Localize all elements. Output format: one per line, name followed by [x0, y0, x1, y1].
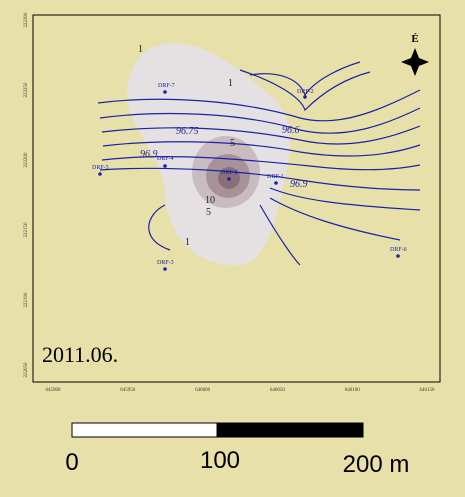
well-label: DRF-8 [221, 170, 238, 176]
contour-label: 1 [228, 78, 233, 89]
contour-label: 96.9 [140, 149, 158, 160]
y-tick-label: 222250 [24, 82, 29, 98]
contour-label: 10 [205, 195, 215, 206]
well-label: DRF-7 [158, 83, 175, 89]
x-tick-label: 646150 [420, 388, 436, 393]
contour-label: 1 [138, 44, 143, 55]
north-label: É [411, 33, 418, 45]
y-tick-label: 222050 [24, 362, 29, 378]
y-tick-label: 222150 [24, 222, 29, 238]
well-label: DRF-5 [92, 165, 109, 171]
scale-label: 0 [65, 449, 78, 476]
scale-bar-white [71, 422, 218, 438]
contour-label: 96.75 [176, 126, 199, 137]
well-label: DRF-4 [157, 156, 174, 162]
y-tick-label: 222200 [24, 152, 29, 168]
wells [98, 90, 400, 271]
x-tick-label: 645900 [46, 388, 62, 393]
contour-label: 5 [206, 207, 211, 218]
scale-bar-black [216, 422, 364, 438]
x-tick-label: 646050 [270, 388, 286, 393]
contour-label: 5 [230, 138, 235, 149]
well-label: DRF-1 [267, 174, 284, 180]
scale-label: 100 [200, 447, 240, 474]
x-tick-label: 645950 [120, 388, 136, 393]
contour-label: 96.6 [282, 125, 300, 136]
y-tick-label: 222300 [24, 12, 29, 28]
scale-label: 200 m [343, 451, 410, 478]
y-tick-label: 222100 [24, 292, 29, 308]
x-tick-label: 646000 [195, 388, 211, 393]
contours [97, 61, 421, 266]
contour-label: 1 [185, 237, 190, 248]
contour-label: 96.9 [290, 179, 308, 190]
x-tick-label: 646100 [345, 388, 361, 393]
north-arrow [401, 48, 429, 76]
well-label: DRF-6 [390, 247, 407, 253]
well-label: DRF-3 [157, 260, 174, 266]
well-label: DRF-2 [297, 89, 314, 95]
date-label: 2011.06. [42, 342, 118, 367]
